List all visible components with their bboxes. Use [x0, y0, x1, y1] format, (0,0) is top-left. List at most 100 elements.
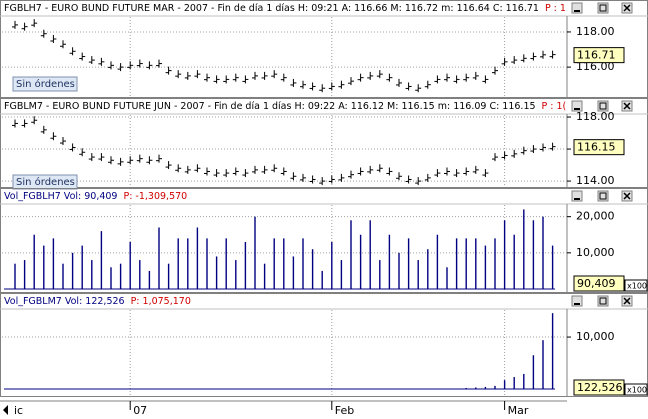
last-value-label: 116.71 — [577, 49, 616, 62]
price-bar — [530, 145, 537, 154]
price-bar — [396, 172, 402, 181]
price-bar — [175, 164, 182, 173]
price-bar — [501, 57, 508, 66]
window-button[interactable] — [571, 295, 583, 307]
panel-header: Vol_FGBLH7 Vol: 90,409 P: -1,309,570 — [4, 191, 187, 202]
price-bar — [386, 167, 393, 176]
last-value-label: 90,409 — [577, 277, 616, 290]
price-bar — [444, 167, 450, 176]
price-bar — [271, 164, 278, 173]
y-tick-label: 114.00 — [576, 174, 615, 187]
scroll-left[interactable] — [3, 405, 8, 415]
price-bar — [328, 175, 335, 184]
price-bar — [88, 56, 95, 65]
price-bar — [136, 59, 143, 68]
scale-note-box — [624, 383, 648, 396]
window-button[interactable] — [571, 190, 583, 202]
price-bar — [261, 71, 268, 80]
price-bar — [50, 34, 57, 43]
price-bar — [434, 169, 441, 178]
price-bar — [69, 47, 76, 56]
price-bar — [252, 71, 258, 80]
last-value-label: 122,526 — [577, 381, 623, 394]
price-bar — [88, 153, 95, 162]
last-value-box — [573, 379, 625, 396]
price-bar — [328, 82, 335, 91]
window-button[interactable] — [597, 100, 609, 112]
price-bar — [424, 173, 431, 182]
price-bar — [348, 77, 354, 86]
btn-close — [623, 192, 631, 200]
price-bar — [242, 169, 249, 178]
window-button[interactable] — [597, 2, 609, 14]
last-value-label: 116.15 — [577, 141, 616, 154]
price-bar — [386, 73, 393, 82]
panel-header: FGBLM7 - EURO BUND FUTURE JUN - 2007 - F… — [4, 101, 566, 112]
window-button[interactable] — [597, 295, 609, 307]
price-bar — [156, 59, 162, 68]
price-bar — [194, 164, 201, 173]
price-bar — [367, 71, 374, 80]
price-bar — [415, 177, 422, 186]
price-bar — [338, 173, 345, 182]
price-bar — [79, 52, 86, 61]
order-button-label[interactable]: Sin órdenes — [16, 78, 75, 90]
price-bar — [511, 149, 518, 158]
price-bar — [204, 167, 210, 176]
price-bar — [40, 29, 47, 38]
order-button-label[interactable]: Sin órdenes — [16, 176, 75, 188]
price-bar — [127, 61, 134, 70]
price-bar — [98, 153, 105, 162]
price-bar — [319, 177, 326, 186]
price-bar — [261, 165, 268, 174]
btn-close — [623, 102, 631, 110]
price-bar — [175, 70, 182, 79]
time-label: 07 — [133, 404, 147, 417]
window-button[interactable] — [571, 100, 583, 112]
price-bar — [271, 70, 278, 79]
y-tick-label: 10,000 — [576, 246, 615, 259]
price-bar — [309, 82, 316, 91]
price-bar — [348, 170, 354, 179]
y-tick-label: 118.00 — [576, 110, 615, 123]
btn-max — [599, 102, 607, 110]
header-part: Vol_FGBLM7 Vol: 122,526 — [4, 296, 125, 307]
window-button[interactable] — [597, 190, 609, 202]
price-bar — [69, 143, 76, 152]
price-bar — [549, 50, 556, 59]
price-bar — [472, 71, 479, 80]
y-tick-label: 20,000 — [576, 210, 615, 223]
price-bar — [472, 165, 479, 174]
price-bar — [60, 137, 66, 146]
price-bar — [434, 75, 441, 84]
price-bar — [405, 82, 412, 91]
order-button[interactable] — [12, 76, 78, 92]
price-bar — [319, 84, 326, 93]
price-bar — [223, 169, 230, 178]
price-bar — [463, 73, 470, 82]
price-bar — [530, 52, 537, 61]
price-bar — [108, 156, 114, 165]
last-value-box — [573, 47, 625, 64]
price-bar — [165, 161, 172, 170]
y-tick-label: 116.00 — [576, 60, 615, 73]
header-part: P : 1( — [542, 101, 567, 112]
price-bar — [280, 167, 287, 176]
price-bar — [444, 73, 450, 82]
scale-note: x100 — [627, 386, 647, 395]
price-bar — [232, 73, 239, 82]
price-bar — [309, 175, 316, 184]
price-bar — [108, 61, 114, 70]
price-bar — [127, 156, 134, 165]
price-bar — [540, 143, 546, 152]
y-tick-label: 10,000 — [576, 330, 615, 343]
price-bar — [300, 80, 306, 89]
price-bar — [117, 157, 124, 166]
price-bar — [117, 63, 124, 72]
window-button[interactable] — [571, 2, 583, 14]
price-bar — [338, 80, 345, 89]
price-bar — [520, 54, 527, 63]
price-bar — [184, 71, 191, 80]
